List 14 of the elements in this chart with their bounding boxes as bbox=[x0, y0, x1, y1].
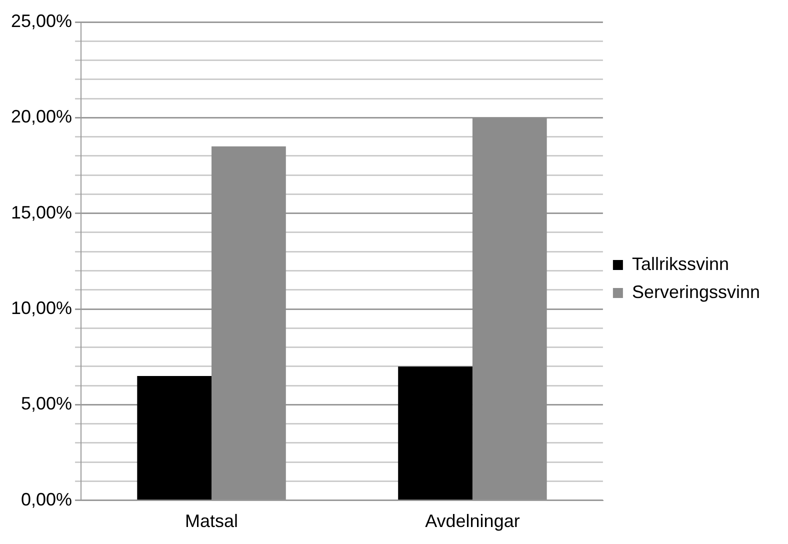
y-tick-label: 5,00% bbox=[21, 394, 72, 414]
x-tick-label: Avdelningar bbox=[425, 511, 520, 532]
y-tick-label: 25,00% bbox=[10, 10, 72, 31]
x-tick-label: Matsal bbox=[185, 511, 238, 532]
y-tick-label: 0,00% bbox=[21, 489, 72, 510]
y-tick-label: 10,00% bbox=[10, 298, 72, 318]
bar bbox=[398, 366, 472, 500]
bar bbox=[472, 118, 547, 500]
legend-label: Serveringssvinn bbox=[632, 282, 760, 302]
y-tick-label: 20,00% bbox=[10, 106, 72, 127]
bar bbox=[212, 146, 286, 500]
legend-label: Tallrikssvinn bbox=[632, 254, 729, 274]
y-tick-label: 15,00% bbox=[10, 202, 72, 222]
bar bbox=[137, 376, 212, 500]
